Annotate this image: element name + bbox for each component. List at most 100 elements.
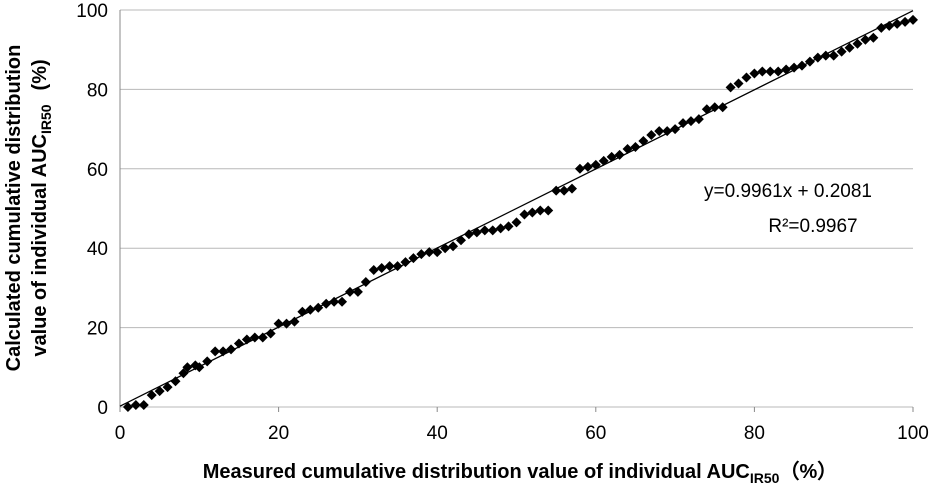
data-point: [908, 14, 918, 25]
y-axis-title-line1: Calculated cumulative distribution: [3, 45, 25, 372]
data-point: [804, 56, 815, 67]
x-tick-label: 80: [744, 423, 765, 444]
x-tick-label: 20: [268, 423, 289, 444]
data-point: [432, 247, 443, 258]
data-point: [868, 32, 879, 43]
data-point: [289, 316, 300, 327]
trendline: [119, 10, 914, 407]
data-point: [860, 34, 871, 45]
data-point: [360, 276, 371, 287]
y-tick-label: 60: [87, 160, 108, 181]
data-point: [789, 62, 800, 73]
data-point: [892, 18, 903, 29]
data-point: [709, 102, 720, 113]
data-point: [210, 346, 221, 357]
data-point: [590, 159, 601, 170]
data-point: [527, 207, 538, 218]
data-point: [273, 318, 284, 329]
data-point: [257, 332, 268, 343]
data-point: [884, 20, 895, 31]
data-point: [384, 261, 395, 272]
y-tick-label: 80: [87, 80, 108, 101]
data-point: [741, 72, 752, 83]
data-point: [733, 78, 744, 89]
data-point: [162, 382, 173, 393]
data-point: [455, 235, 466, 246]
data-point: [281, 318, 292, 329]
data-point: [408, 253, 419, 264]
data-point: [836, 46, 847, 57]
y-tick-label: 100: [76, 1, 108, 22]
data-point: [154, 386, 165, 397]
data-point: [582, 161, 593, 172]
data-point: [471, 227, 482, 238]
data-point: [614, 149, 625, 160]
data-point: [146, 390, 157, 401]
data-point: [781, 64, 792, 75]
data-point: [130, 400, 141, 411]
data-point: [344, 286, 355, 297]
data-point: [313, 302, 324, 313]
data-point: [876, 22, 887, 33]
data-point: [376, 263, 387, 274]
x-tick-label: 40: [427, 423, 448, 444]
data-point: [297, 306, 308, 317]
data-point: [226, 344, 237, 355]
equation: y=0.9961x + 0.2081: [704, 181, 872, 202]
data-point: [820, 50, 831, 61]
data-point: [448, 241, 459, 252]
data-point: [852, 38, 863, 49]
data-point: [182, 362, 193, 373]
data-point: [773, 66, 784, 77]
data-point: [622, 143, 633, 154]
data-point: [519, 209, 530, 220]
data-point: [638, 136, 649, 147]
data-point: [218, 346, 229, 357]
data-point: [463, 229, 474, 240]
x-tick-label: 100: [897, 423, 929, 444]
data-point: [368, 265, 379, 276]
data-point: [424, 247, 435, 258]
data-point: [900, 16, 911, 27]
y-tick-label: 40: [87, 239, 108, 260]
x-tick-label: 60: [585, 423, 606, 444]
data-point: [194, 362, 205, 373]
y-tick-label: 20: [87, 319, 108, 340]
data-point: [654, 126, 665, 137]
data-point: [352, 286, 363, 297]
data-point: [122, 402, 133, 412]
data-point: [678, 118, 689, 129]
data-point: [392, 261, 403, 272]
data-point: [241, 334, 252, 345]
data-point: [440, 243, 451, 254]
data-point: [662, 126, 673, 137]
r-squared: R²=0.9967: [768, 216, 857, 237]
data-point: [511, 217, 522, 228]
data-point: [559, 185, 570, 196]
data-point: [574, 163, 585, 174]
data-point: [503, 221, 514, 232]
data-point: [249, 332, 260, 343]
data-point: [233, 338, 244, 349]
data-point: [400, 257, 411, 268]
data-point: [646, 130, 657, 141]
data-point: [701, 104, 712, 115]
data-point: [606, 151, 617, 162]
data-point: [844, 42, 855, 53]
data-point: [828, 50, 839, 61]
data-point: [757, 66, 768, 77]
data-point: [321, 298, 332, 309]
data-point: [630, 141, 641, 152]
y-axis-title-line2: value of individual AUCIR50(%): [29, 59, 54, 356]
data-point: [725, 82, 736, 93]
data-point: [138, 400, 149, 411]
data-point: [416, 249, 427, 260]
data-point: [265, 328, 276, 339]
data-point: [329, 296, 340, 307]
data-point: [551, 185, 562, 196]
x-tick-label: 0: [115, 423, 126, 444]
data-point: [812, 52, 823, 63]
data-point: [670, 124, 681, 135]
data-point: [495, 223, 506, 234]
